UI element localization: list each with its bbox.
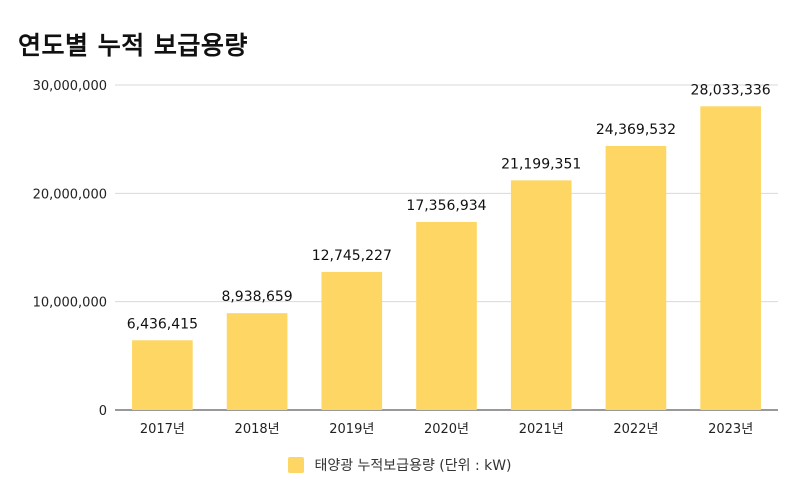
- data-label: 8,938,659: [221, 289, 292, 305]
- bar: [321, 271, 383, 410]
- x-tick-label: 2018년: [235, 422, 280, 437]
- data-label: 6,436,415: [127, 316, 198, 332]
- bars: [132, 106, 761, 410]
- y-axis-ticks: 0 10,000,000 20,000,000 30,000,000: [33, 79, 107, 419]
- data-labels: 6,436,415 8,938,659 12,745,227 17,356,934 21…: [127, 82, 771, 332]
- legend: 태양광 누적보급용량 (단위 : kW): [0, 455, 800, 475]
- data-label: 28,033,336: [691, 82, 771, 98]
- y-tick-label: 20,000,000: [33, 187, 107, 202]
- data-label: 12,745,227: [312, 248, 392, 264]
- data-label: 17,356,934: [406, 198, 486, 214]
- bar: [132, 340, 193, 410]
- x-tick-label: 2019년: [329, 422, 374, 437]
- bar: [510, 180, 572, 410]
- bar: [605, 145, 667, 410]
- x-axis-ticks: 2017년 2018년 2019년 2020년 2021년 2022년 2023년: [140, 422, 753, 437]
- data-label: 24,369,532: [596, 122, 676, 138]
- x-tick-label: 2017년: [140, 422, 185, 437]
- bar: [226, 313, 288, 410]
- legend-swatch: [288, 457, 305, 473]
- legend-label: 태양광 누적보급용량 (단위 : kW): [314, 458, 512, 474]
- x-tick-label: 2020년: [424, 422, 469, 437]
- y-tick-label: 30,000,000: [33, 79, 107, 94]
- bar: [700, 106, 761, 410]
- chart-title: 연도별 누적 보급용량: [18, 31, 248, 60]
- data-label: 21,199,351: [501, 156, 581, 172]
- x-tick-label: 2022년: [613, 422, 658, 437]
- y-tick-label: 10,000,000: [33, 296, 107, 311]
- x-tick-label: 2023년: [708, 422, 753, 437]
- bar: [416, 221, 477, 410]
- y-tick-label: 0: [99, 404, 107, 419]
- x-tick-label: 2021년: [519, 422, 564, 437]
